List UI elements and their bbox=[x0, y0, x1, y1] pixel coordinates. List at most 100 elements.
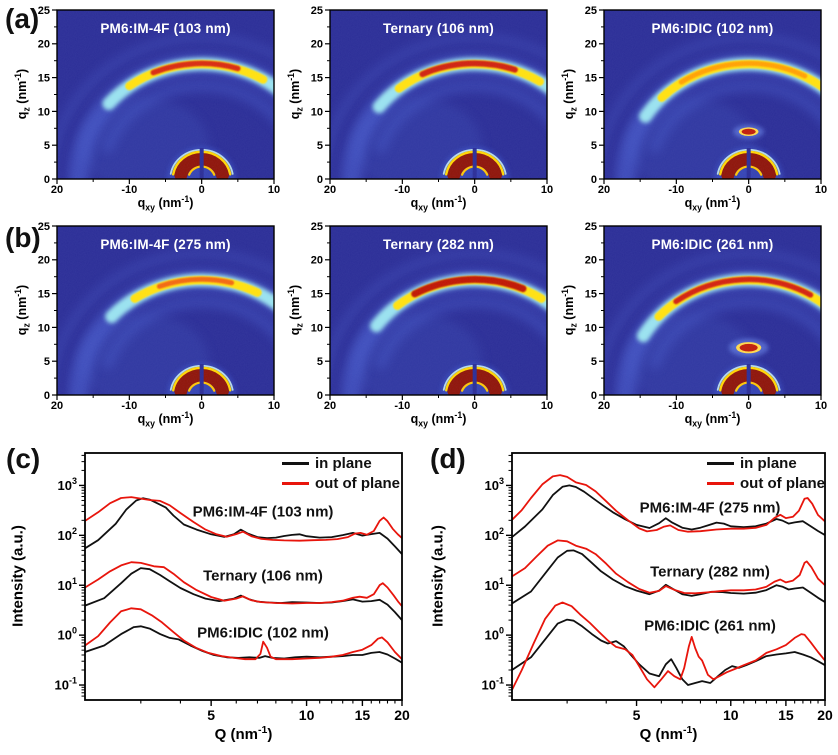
svg-text:10: 10 bbox=[311, 322, 323, 334]
svg-text:20: 20 bbox=[394, 707, 410, 723]
panel-label-d: (d) bbox=[430, 443, 466, 474]
svg-text:20: 20 bbox=[51, 184, 63, 196]
svg-text:15: 15 bbox=[38, 288, 50, 300]
x-axis-label: qxy (nm-1) bbox=[684, 194, 741, 213]
svg-text:0: 0 bbox=[472, 184, 478, 196]
linecut-panel-d: 5 10 15 20 10-1 100 101 102 103 in plane out of … bbox=[420, 438, 838, 755]
svg-text:10: 10 bbox=[299, 707, 315, 723]
giwaxs-heatmap: 20 -10 0 10 0 5 10 15 20 25 bbox=[38, 5, 280, 196]
svg-text:-10: -10 bbox=[668, 400, 684, 412]
x-axis-label: qxy (nm-1) bbox=[137, 410, 194, 429]
svg-text:10: 10 bbox=[38, 322, 50, 334]
legend-line-in-plane bbox=[282, 462, 309, 465]
giwaxs-panel-b3: 20 -10 0 10 0 5 10 15 20 25 PM6:IDIC (261 nm) qxy… bbox=[549, 218, 828, 433]
svg-text:10: 10 bbox=[541, 184, 553, 196]
svg-text:15: 15 bbox=[585, 288, 597, 300]
legend-line-out-of-plane bbox=[282, 482, 309, 485]
legend-label: in plane bbox=[315, 455, 372, 472]
svg-text:10: 10 bbox=[311, 106, 323, 118]
svg-text:102: 102 bbox=[485, 526, 504, 543]
x-axis-label: Q (nm-1) bbox=[639, 724, 698, 743]
x-axis-label: qxy (nm-1) bbox=[410, 194, 467, 213]
svg-text:25: 25 bbox=[585, 5, 597, 17]
x-axis-label: qxy (nm-1) bbox=[137, 194, 194, 213]
svg-text:-10: -10 bbox=[394, 184, 410, 196]
legend-line-in-plane bbox=[707, 462, 734, 465]
svg-text:101: 101 bbox=[58, 576, 77, 593]
svg-text:0: 0 bbox=[44, 390, 50, 402]
svg-text:10: 10 bbox=[268, 400, 280, 412]
y-axis-label: qz (nm-1) bbox=[286, 68, 305, 120]
linecut-chart: 5 10 15 20 10-1 100 101 102 103 bbox=[482, 452, 833, 723]
svg-text:0: 0 bbox=[317, 390, 323, 402]
curve-group-label: PM6:IDIC (261 nm) bbox=[644, 617, 776, 635]
svg-text:-10: -10 bbox=[668, 184, 684, 196]
giwaxs-heatmap: 20 -10 0 10 0 5 10 15 20 25 bbox=[311, 221, 553, 412]
svg-text:0: 0 bbox=[199, 400, 205, 412]
svg-text:20: 20 bbox=[324, 184, 336, 196]
svg-text:25: 25 bbox=[585, 221, 597, 233]
svg-text:-10: -10 bbox=[121, 184, 137, 196]
svg-text:15: 15 bbox=[355, 707, 371, 723]
svg-text:20: 20 bbox=[38, 39, 50, 51]
curve-group-label: PM6:IM-4F (103 nm) bbox=[192, 503, 334, 521]
svg-text:-10: -10 bbox=[121, 400, 137, 412]
y-axis-label: qz (nm-1) bbox=[560, 284, 579, 336]
svg-text:15: 15 bbox=[38, 72, 50, 84]
svg-text:20: 20 bbox=[585, 39, 597, 51]
svg-text:20: 20 bbox=[598, 400, 610, 412]
svg-text:100: 100 bbox=[58, 626, 77, 643]
svg-text:20: 20 bbox=[311, 39, 323, 51]
legend-line-out-of-plane bbox=[707, 482, 734, 485]
curve-group-label: PM6:IM-4F (275 nm) bbox=[639, 499, 781, 517]
panel-label-b: (b) bbox=[5, 222, 41, 253]
svg-text:25: 25 bbox=[311, 221, 323, 233]
svg-text:5: 5 bbox=[591, 140, 597, 152]
svg-text:100: 100 bbox=[485, 626, 504, 643]
curve-group-label: Ternary (106 nm) bbox=[203, 567, 323, 585]
svg-text:0: 0 bbox=[44, 174, 50, 186]
svg-text:5: 5 bbox=[633, 707, 641, 723]
svg-text:20: 20 bbox=[51, 400, 63, 412]
svg-text:0: 0 bbox=[746, 400, 752, 412]
svg-text:-10: -10 bbox=[394, 400, 410, 412]
svg-text:101: 101 bbox=[485, 576, 504, 593]
svg-text:5: 5 bbox=[44, 140, 50, 152]
x-axis-label: qxy (nm-1) bbox=[410, 410, 467, 429]
svg-text:10: 10 bbox=[815, 400, 827, 412]
svg-text:0: 0 bbox=[591, 390, 597, 402]
svg-text:10: 10 bbox=[268, 184, 280, 196]
svg-text:10: 10 bbox=[38, 106, 50, 118]
svg-text:0: 0 bbox=[591, 174, 597, 186]
svg-text:103: 103 bbox=[58, 476, 77, 493]
svg-text:25: 25 bbox=[38, 221, 50, 233]
svg-text:5: 5 bbox=[317, 140, 323, 152]
svg-text:15: 15 bbox=[585, 72, 597, 84]
svg-text:10: 10 bbox=[585, 106, 597, 118]
legend-item-in-plane: in plane bbox=[707, 455, 825, 472]
svg-text:103: 103 bbox=[485, 476, 504, 493]
svg-text:0: 0 bbox=[746, 184, 752, 196]
svg-text:20: 20 bbox=[817, 707, 833, 723]
giwaxs-panel-a2: 20 -10 0 10 0 5 10 15 20 25 Ternary (106 nm) qxy … bbox=[275, 2, 554, 217]
svg-text:10-1: 10-1 bbox=[55, 676, 77, 693]
y-axis-label: Intensity (a.u.) bbox=[429, 525, 447, 627]
legend: in plane out of plane bbox=[282, 455, 400, 492]
panel-label-c: (c) bbox=[6, 443, 41, 474]
giwaxs-heatmap: 20 -10 0 10 0 5 10 15 20 25 bbox=[585, 221, 827, 412]
svg-text:0: 0 bbox=[199, 184, 205, 196]
svg-text:102: 102 bbox=[58, 526, 77, 543]
svg-text:10: 10 bbox=[585, 322, 597, 334]
svg-text:20: 20 bbox=[311, 255, 323, 267]
linecut-panel-c: 5 10 15 20 10-1 100 101 102 103 in plane out of … bbox=[0, 438, 418, 755]
svg-text:5: 5 bbox=[207, 707, 215, 723]
giwaxs-panel-b2: 20 -10 0 10 0 5 10 15 20 25 Ternary (282 nm) qxy … bbox=[275, 218, 554, 433]
legend-item-in-plane: in plane bbox=[282, 455, 400, 472]
curve-group-label: PM6:IDIC (102 nm) bbox=[197, 624, 329, 642]
legend: in plane out of plane bbox=[707, 455, 825, 492]
y-axis-label: Intensity (a.u.) bbox=[9, 525, 27, 627]
panel-label-a: (a) bbox=[5, 3, 40, 34]
svg-text:20: 20 bbox=[324, 400, 336, 412]
svg-text:20: 20 bbox=[598, 184, 610, 196]
